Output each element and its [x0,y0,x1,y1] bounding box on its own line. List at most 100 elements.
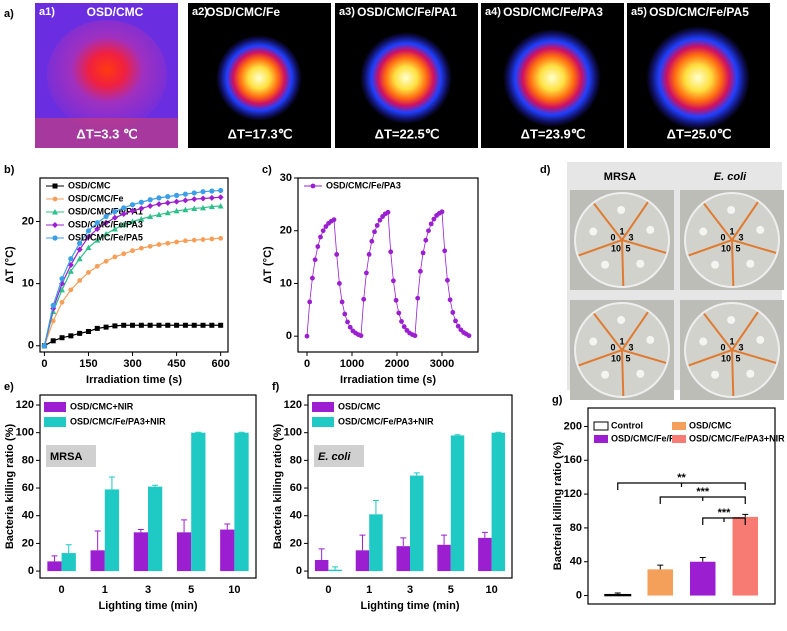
marker [209,322,215,328]
significance-bracket [617,482,746,490]
marker [77,330,83,336]
bar [647,569,673,596]
error-bar [614,592,621,595]
y-tick-label: 120 [564,488,582,500]
marker [86,270,91,275]
marker [173,198,180,205]
legend-swatch [594,435,608,443]
y-tick-label: 200 [564,420,582,432]
marker [361,296,367,302]
legend-swatch [672,422,686,430]
marker [94,237,101,243]
marker [218,235,224,241]
colony-spot [601,370,610,379]
marker [103,219,110,226]
marker [147,213,154,220]
marker [342,311,348,317]
marker [423,237,429,243]
y-tick-label: 20 [22,215,34,227]
panel-label: d) [540,164,551,176]
image-title: OSD/CMC/Fe/PA5 [649,5,749,19]
colony-spot [636,369,645,378]
bar [61,553,76,572]
bar [604,593,632,597]
marker [347,324,353,330]
y-tick-label: 10 [22,278,34,290]
y-axis-title: Bacteria killing ratio (%) [272,424,284,550]
marker [156,195,162,201]
sector-label: 3 [738,342,743,352]
legend-marker [310,183,316,189]
bar [732,516,758,596]
sector-label: 1 [729,336,734,346]
error-bar [51,555,58,562]
legend-label: OSD/CMC [68,180,111,190]
image-title: OSD/CMC [87,5,144,19]
y-tick-label: 60 [22,482,34,494]
sector-line [731,311,759,351]
legend-label: OSD/CMC/Fe/PA3+NIR [689,433,785,443]
marker [138,245,144,251]
plot-frame [587,407,776,605]
thermal-spot [503,29,601,127]
bar [437,544,451,572]
sector-label: 3 [628,342,633,352]
marker [50,338,56,344]
marker [182,191,189,197]
image-label: a5) [631,6,647,18]
legend-label: OSD/CMC/Fe/PA5 [68,232,143,242]
panel-label: f) [272,381,280,393]
marker [85,328,91,334]
error-bar [481,531,488,538]
y-axis-title: Bacterial killing ratio (%) [552,441,564,570]
marker [191,205,198,211]
marker [183,238,188,244]
sector-line [621,239,625,287]
marker [217,194,224,201]
bar [690,561,716,596]
sector-line [731,239,735,287]
marker [94,263,100,269]
error-bar [108,476,115,490]
marker [129,218,136,224]
annotation: MRSA [50,451,82,463]
marker [85,244,92,251]
image-label: a4) [485,6,501,18]
marker [331,217,337,223]
marker [218,322,224,328]
marker [393,297,399,303]
marker [218,187,224,194]
marker [445,277,450,283]
y-tick-label: 0 [296,565,302,577]
colony-spot [646,225,655,234]
x-tick-label: 450 [167,358,185,370]
column-header: E. coli [714,171,747,183]
marker [41,343,48,349]
marker [121,205,127,211]
annotation-box [314,445,364,467]
significance-label: *** [718,507,732,519]
thermal-spot [360,32,452,124]
marker [94,325,100,331]
marker [138,322,144,328]
legend-marker [52,222,58,228]
x-tick-label: 1 [366,584,372,596]
sector-label: 3 [738,232,743,242]
x-tick-label: 1 [102,584,108,596]
error-bar [65,544,72,554]
marker [77,278,83,283]
bar [133,532,148,572]
marker [208,203,215,210]
y-tick-label: 80 [290,454,302,466]
error-bar [224,523,231,530]
marker [94,225,101,232]
x-tick-label: 0 [41,358,47,370]
marker [200,322,206,328]
legend-label: OSD/CMC/Fe/PA3 [611,433,686,443]
error-bar [441,534,448,545]
bar [369,514,383,572]
marker [173,192,180,198]
marker [318,234,323,240]
marker [121,251,127,257]
colony-spot [746,259,755,268]
